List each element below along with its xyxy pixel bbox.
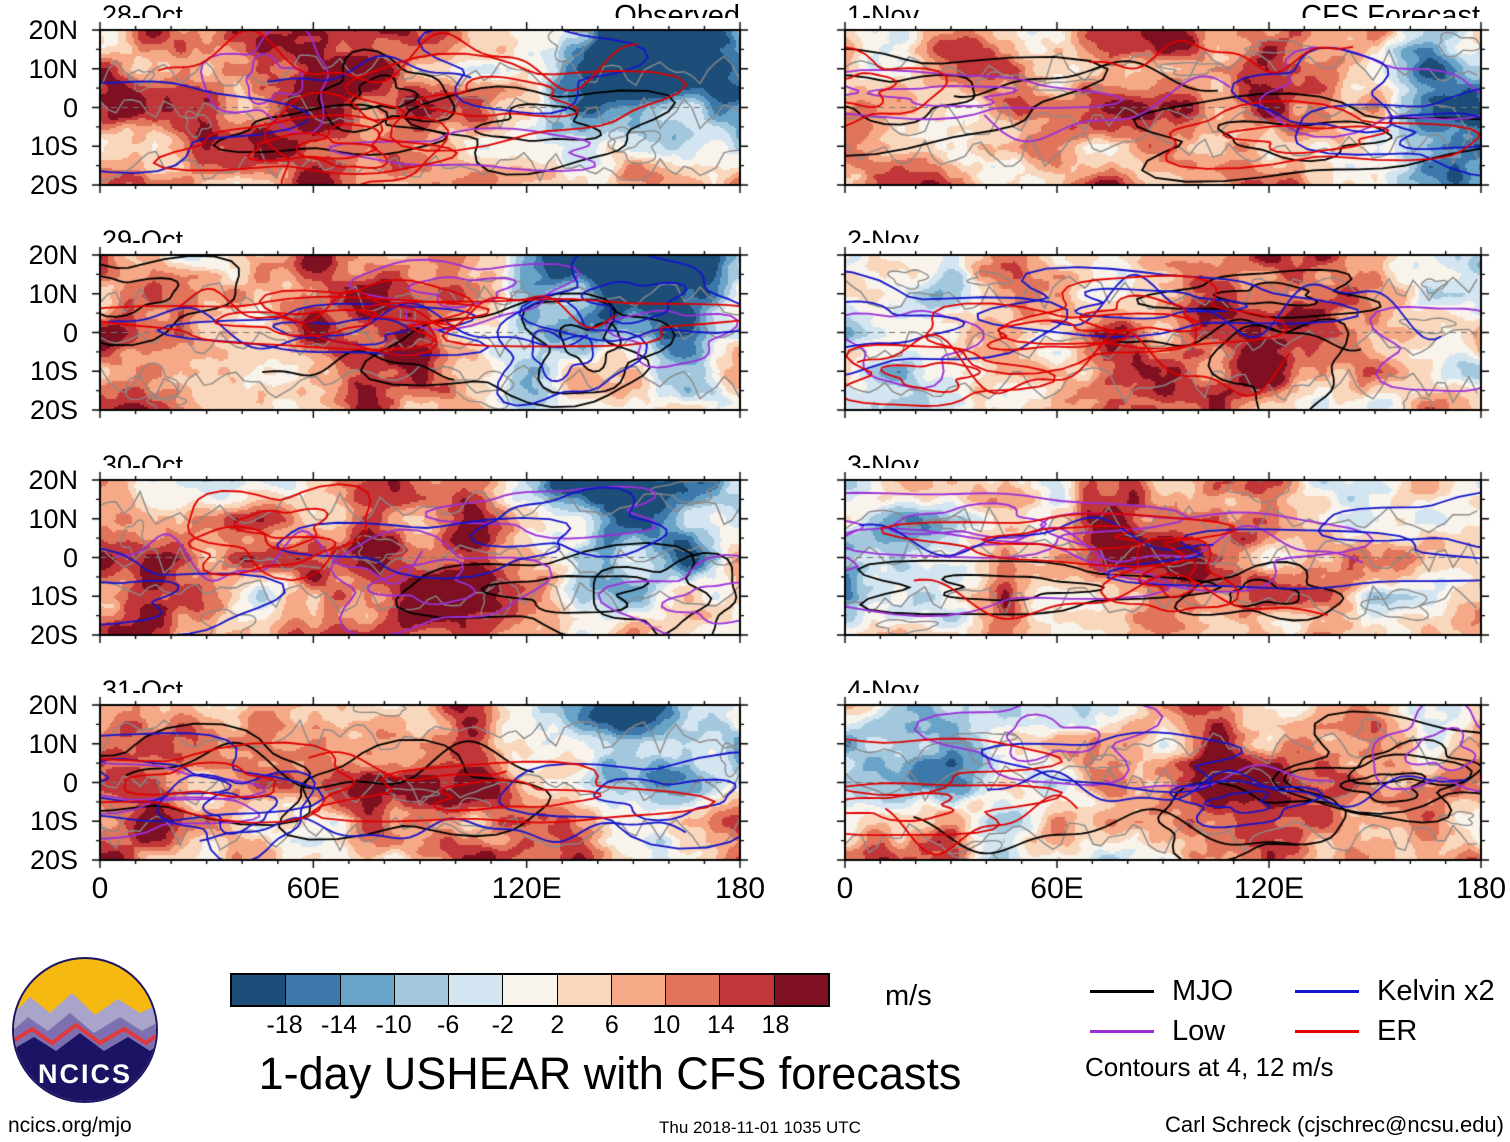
legend-label-er: ER bbox=[1377, 1015, 1418, 1047]
lat-axis-labels: 20N 10N 0 10S 20S bbox=[0, 241, 88, 424]
colorbar-segment bbox=[394, 975, 450, 1005]
lat-tick-label: 20N bbox=[28, 240, 78, 270]
map-panel-forecast-2nov bbox=[833, 243, 1493, 422]
colorbar-segment bbox=[557, 975, 612, 1005]
colorbar-unit-label: m/s bbox=[885, 980, 932, 1012]
map-canvas bbox=[833, 468, 1493, 647]
lon-tick-label: 180 bbox=[714, 872, 766, 905]
colorbar-tick-label: -10 bbox=[375, 1011, 412, 1039]
logo-red-ridge-line bbox=[14, 1022, 156, 1046]
map-panel-observed-29oct bbox=[88, 243, 752, 422]
lat-tick-label: 10S bbox=[29, 131, 78, 162]
map-panel-observed-31oct bbox=[88, 693, 752, 872]
colorbar-segment bbox=[286, 975, 341, 1005]
lat-tick-label: 0 bbox=[62, 92, 78, 123]
map-canvas bbox=[88, 468, 752, 647]
legend-line-er bbox=[1295, 1030, 1359, 1033]
contour-levels-note: Contours at 4, 12 m/s bbox=[1085, 1052, 1334, 1082]
map-canvas bbox=[88, 693, 752, 872]
map-canvas bbox=[833, 693, 1493, 872]
lon-axis-labels-left: 0 60E 120E 180 bbox=[92, 872, 765, 906]
colorbar-tick-label: -18 bbox=[266, 1011, 303, 1039]
lat-tick-label: 0 bbox=[62, 317, 78, 348]
lat-tick-label: 20N bbox=[28, 690, 78, 720]
map-canvas bbox=[88, 243, 752, 422]
map-panel-forecast-4nov bbox=[833, 693, 1493, 872]
lat-tick-label: 0 bbox=[62, 542, 78, 573]
lat-tick-label: 20N bbox=[28, 15, 78, 45]
colorbar-tick-label: -6 bbox=[437, 1011, 460, 1039]
footer-url: ncics.org/mjo bbox=[8, 1114, 132, 1137]
map-panel-forecast-1nov bbox=[833, 18, 1493, 197]
lat-tick-label: 10N bbox=[28, 503, 78, 534]
legend-label-mjo: MJO bbox=[1172, 975, 1234, 1007]
lat-tick-label: 20S bbox=[29, 395, 78, 425]
lat-axis-labels: 20N 10N 0 10S 20S bbox=[0, 691, 88, 874]
lon-tick-label: 60E bbox=[1030, 872, 1084, 905]
lat-tick-label: 20N bbox=[28, 465, 78, 495]
map-panel-observed-28oct bbox=[88, 18, 752, 197]
lat-axis-labels: 20N 10N 0 10S 20S bbox=[0, 466, 88, 649]
colorbar-tick-label: -14 bbox=[321, 1011, 358, 1039]
colorbar-tick-label: -2 bbox=[491, 1011, 514, 1039]
figure-title: 1-day USHEAR with CFS forecasts bbox=[258, 1048, 962, 1099]
logo-text: NCICS bbox=[38, 1059, 132, 1089]
lat-tick-label: 10S bbox=[29, 581, 78, 612]
colorbar-segment bbox=[720, 975, 775, 1005]
lat-tick-label: 20S bbox=[29, 620, 78, 650]
lon-axis-labels-right: 0 60E 120E 180 bbox=[837, 872, 1506, 906]
legend-line-kelvin bbox=[1295, 990, 1359, 993]
map-canvas bbox=[833, 243, 1493, 422]
colorbar-tick-label: 6 bbox=[604, 1011, 619, 1039]
legend-line-low bbox=[1090, 1030, 1154, 1033]
lat-tick-label: 10N bbox=[28, 278, 78, 309]
ncics-logo: NCICS bbox=[12, 957, 158, 1103]
colorbar-tick-label: 14 bbox=[707, 1011, 735, 1039]
logo-mountains-front bbox=[14, 1033, 156, 1101]
map-panel-observed-30oct bbox=[88, 468, 752, 647]
map-canvas bbox=[88, 18, 752, 197]
legend-label-low: Low bbox=[1172, 1015, 1226, 1047]
legend-label-kelvin: Kelvin x2 bbox=[1377, 975, 1495, 1007]
colorbar bbox=[230, 973, 830, 1007]
lat-tick-label: 0 bbox=[62, 767, 78, 798]
map-canvas bbox=[833, 18, 1493, 197]
colorbar-tick-labels: -18 -14 -10 -6 -2 2 6 10 14 18 bbox=[230, 1011, 830, 1039]
lat-tick-label: 10S bbox=[29, 806, 78, 837]
lon-tick-label: 0 bbox=[91, 872, 109, 905]
lon-tick-label: 0 bbox=[836, 872, 854, 905]
colorbar-segment bbox=[449, 975, 504, 1005]
colorbar-segment bbox=[611, 975, 667, 1005]
map-panel-forecast-3nov bbox=[833, 468, 1493, 647]
lat-tick-label: 20S bbox=[29, 845, 78, 875]
lat-tick-label: 20S bbox=[29, 170, 78, 200]
colorbar-segment bbox=[340, 975, 395, 1005]
colorbar-segment bbox=[232, 975, 287, 1005]
colorbar-tick-label: 10 bbox=[652, 1011, 681, 1039]
colorbar-segment bbox=[503, 975, 558, 1005]
colorbar-tick-label: 2 bbox=[550, 1011, 565, 1039]
colorbar-segment bbox=[774, 975, 828, 1005]
lat-tick-label: 10N bbox=[28, 728, 78, 759]
legend-line-mjo bbox=[1090, 990, 1154, 993]
colorbar-segment bbox=[666, 975, 721, 1005]
lon-tick-label: 120E bbox=[491, 872, 562, 905]
lon-tick-label: 120E bbox=[1233, 872, 1305, 905]
lat-tick-label: 10N bbox=[28, 53, 78, 84]
colorbar-tick-label: 18 bbox=[761, 1011, 790, 1039]
lon-tick-label: 60E bbox=[286, 872, 341, 905]
lat-tick-label: 10S bbox=[29, 356, 78, 387]
lat-axis-labels: 20N 10N 0 10S 20S bbox=[0, 16, 88, 199]
lon-tick-label: 180 bbox=[1455, 872, 1507, 905]
footer-author: Carl Schreck (cjschrec@ncsu.edu) bbox=[1165, 1112, 1504, 1137]
footer-timestamp: Thu 2018-11-01 1035 UTC bbox=[659, 1118, 861, 1137]
